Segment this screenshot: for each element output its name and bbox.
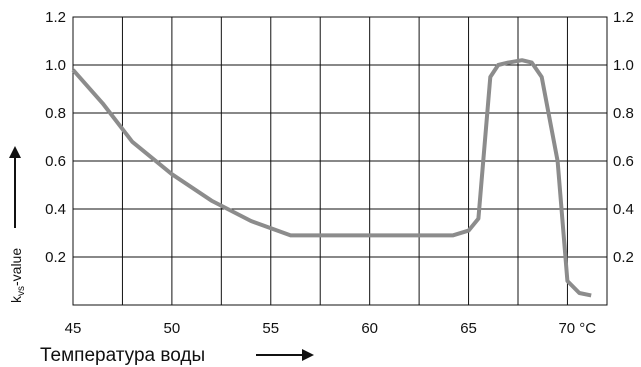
x-tick-label: 70 °C: [558, 320, 596, 337]
grid-lines: [73, 16, 607, 305]
y-tick-label-right: 0.2: [613, 249, 634, 266]
y-tick-label-left: 1.2: [45, 9, 66, 26]
x-tick-label: 45: [65, 320, 82, 337]
y-tick-label-right: 0.6: [613, 153, 634, 170]
x-tick-labels: 45 50 55 60 65 70 °C: [65, 320, 597, 337]
y-axis-label: kvs-value: [8, 248, 27, 303]
x-tick-label: 55: [262, 320, 279, 337]
y-tick-label-right: 0.4: [613, 201, 634, 218]
y-tick-labels-right: 0.2 0.4 0.6 0.8 1.0 1.2: [613, 9, 634, 266]
x-tick-label: 60: [361, 320, 378, 337]
y-tick-labels-left: 0.2 0.4 0.6 0.8 1.0 1.2: [45, 9, 66, 266]
x-tick-label: 65: [460, 320, 477, 337]
y-tick-label-right: 0.8: [613, 105, 634, 122]
y-tick-label-left: 1.0: [45, 57, 66, 74]
x-axis-arrow: [256, 349, 314, 361]
y-tick-label-left: 0.2: [45, 249, 66, 266]
kvs-series-line: [71, 58, 592, 298]
y-tick-label-right: 1.2: [613, 9, 634, 26]
y-tick-label-left: 0.4: [45, 201, 66, 218]
series-layer: [71, 58, 592, 298]
plot-frame: [72, 16, 608, 306]
y-tick-label-left: 0.8: [45, 105, 66, 122]
y-axis-arrow: [9, 146, 21, 228]
x-tick-label: 50: [164, 320, 181, 337]
y-tick-label-right: 1.0: [613, 57, 634, 74]
x-axis-label: Температура воды: [40, 345, 205, 366]
y-tick-label-left: 0.6: [45, 153, 66, 170]
